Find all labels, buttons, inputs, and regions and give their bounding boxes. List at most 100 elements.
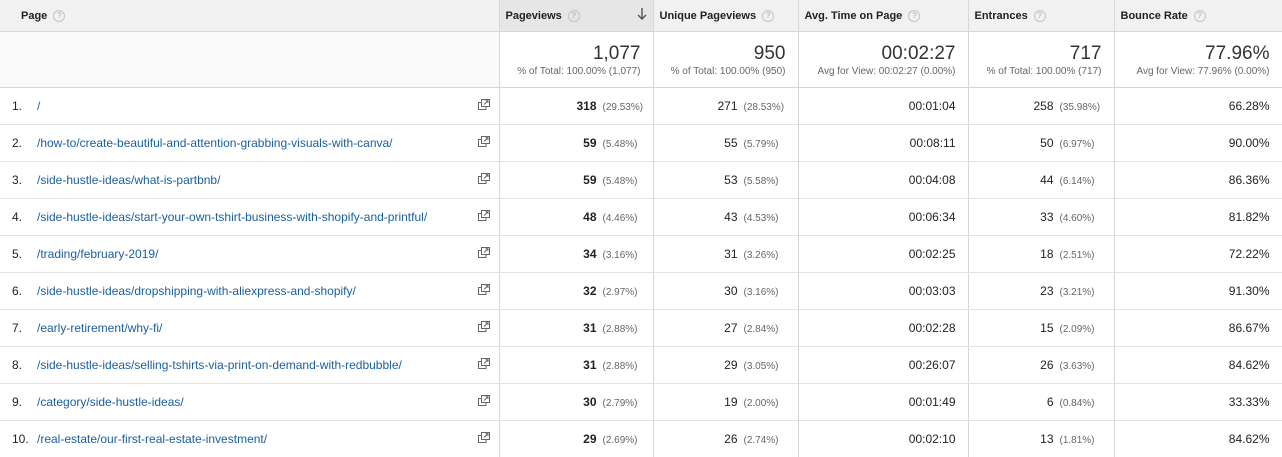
unique-pageviews-percent: (28.53%)	[744, 102, 786, 113]
bounce-rate-value: 33.33%	[1229, 395, 1270, 409]
pageviews-percent: (2.69%)	[603, 435, 645, 446]
entrances-cell: 6(0.84%)	[968, 384, 1114, 421]
pageviews-cell: 31(2.88%)	[499, 347, 653, 384]
table-row: 9./category/side-hustle-ideas/ 30(2.79%)…	[0, 384, 1282, 421]
row-number: 1.	[12, 99, 37, 113]
open-page-icon[interactable]	[478, 432, 490, 443]
page-cell: 5./trading/february-2019/	[0, 236, 499, 273]
page-link[interactable]: /category/side-hustle-ideas/	[37, 395, 184, 409]
unique-pageviews-cell: 43(4.53%)	[653, 199, 798, 236]
page-link[interactable]: /early-retirement/why-fi/	[37, 321, 162, 335]
open-page-icon[interactable]	[478, 99, 490, 110]
unique-pageviews-percent: (2.00%)	[744, 398, 786, 409]
totals-page-cell	[0, 32, 499, 88]
page-link[interactable]: /real-estate/our-first-real-estate-inves…	[37, 432, 267, 446]
pageviews-percent: (4.46%)	[603, 213, 645, 224]
page-link[interactable]: /side-hustle-ideas/what-is-partbnb/	[37, 173, 220, 187]
page-link[interactable]: /side-hustle-ideas/selling-tshirts-via-p…	[37, 358, 402, 372]
column-header-label: Unique Pageviews	[660, 10, 757, 22]
pageviews-value: 318	[576, 99, 596, 113]
totals-bounce-rate: 77.96% Avg for View: 77.96% (0.00%)	[1114, 32, 1282, 88]
open-page-icon[interactable]	[478, 321, 490, 332]
page-cell: 9./category/side-hustle-ideas/	[0, 384, 499, 421]
unique-pageviews-percent: (3.16%)	[744, 287, 786, 298]
entrances-cell: 23(3.21%)	[968, 273, 1114, 310]
pageviews-percent: (2.88%)	[603, 324, 645, 335]
unique-pageviews-cell: 29(3.05%)	[653, 347, 798, 384]
help-icon[interactable]: ?	[53, 10, 65, 22]
column-header-label: Page	[21, 10, 47, 22]
open-page-icon[interactable]	[478, 395, 490, 406]
pageviews-cell: 48(4.46%)	[499, 199, 653, 236]
entrances-cell: 33(4.60%)	[968, 199, 1114, 236]
column-header-unique-pageviews[interactable]: Unique Pageviews?	[653, 0, 798, 32]
unique-pageviews-value: 55	[724, 136, 737, 150]
help-icon[interactable]: ?	[1194, 10, 1206, 22]
bounce-rate-value: 86.36%	[1229, 173, 1270, 187]
row-number: 5.	[12, 247, 37, 261]
column-header-entrances[interactable]: Entrances?	[968, 0, 1114, 32]
entrances-percent: (3.21%)	[1060, 287, 1102, 298]
open-page-icon[interactable]	[478, 210, 490, 221]
open-page-icon[interactable]	[478, 358, 490, 369]
unique-pageviews-value: 26	[724, 432, 737, 446]
row-number: 6.	[12, 284, 37, 298]
open-page-icon[interactable]	[478, 173, 490, 184]
header-row: Page? Pageviews? Unique Pageviews? Avg. …	[0, 0, 1282, 32]
bounce-rate-cell: 90.00%	[1114, 125, 1282, 162]
page-link[interactable]: /trading/february-2019/	[37, 247, 158, 261]
bounce-rate-value: 91.30%	[1229, 284, 1270, 298]
bounce-rate-value: 90.00%	[1229, 136, 1270, 150]
column-header-label: Avg. Time on Page	[805, 10, 903, 22]
column-header-bounce-rate[interactable]: Bounce Rate?	[1114, 0, 1282, 32]
entrances-cell: 258(35.98%)	[968, 88, 1114, 125]
bounce-rate-value: 84.62%	[1229, 432, 1270, 446]
page-cell: 8./side-hustle-ideas/selling-tshirts-via…	[0, 347, 499, 384]
entrances-percent: (0.84%)	[1060, 398, 1102, 409]
totals-subtext: % of Total: 100.00% (1,077)	[506, 65, 641, 78]
avg-time-value: 00:02:10	[909, 432, 956, 446]
table-row: 2./how-to/create-beautiful-and-attention…	[0, 125, 1282, 162]
open-page-icon[interactable]	[478, 247, 490, 258]
pageviews-cell: 32(2.97%)	[499, 273, 653, 310]
page-link[interactable]: /side-hustle-ideas/dropshipping-with-ali…	[37, 284, 356, 298]
pageviews-percent: (5.48%)	[603, 176, 645, 187]
pageviews-cell: 30(2.79%)	[499, 384, 653, 421]
column-header-page[interactable]: Page?	[0, 0, 499, 32]
pageviews-cell: 59(5.48%)	[499, 125, 653, 162]
page-cell: 3./side-hustle-ideas/what-is-partbnb/	[0, 162, 499, 199]
bounce-rate-cell: 72.22%	[1114, 236, 1282, 273]
unique-pageviews-value: 27	[724, 321, 737, 335]
pageviews-percent: (3.16%)	[603, 250, 645, 261]
pageviews-value: 31	[583, 321, 596, 335]
unique-pageviews-value: 31	[724, 247, 737, 261]
pageviews-cell: 59(5.48%)	[499, 162, 653, 199]
entrances-percent: (2.09%)	[1060, 324, 1102, 335]
help-icon[interactable]: ?	[908, 10, 920, 22]
help-icon[interactable]: ?	[762, 10, 774, 22]
entrances-value: 26	[1040, 358, 1053, 372]
totals-unique-pageviews: 950 % of Total: 100.00% (950)	[653, 32, 798, 88]
page-link[interactable]: /side-hustle-ideas/start-your-own-tshirt…	[37, 210, 427, 224]
pageviews-cell: 31 (2.88%)	[499, 310, 653, 347]
sort-descending-icon[interactable]	[637, 7, 647, 21]
column-header-avg-time-on-page[interactable]: Avg. Time on Page?	[798, 0, 968, 32]
entrances-percent: (4.60%)	[1060, 213, 1102, 224]
help-icon[interactable]: ?	[568, 10, 580, 22]
page-link[interactable]: /how-to/create-beautiful-and-attention-g…	[37, 136, 393, 150]
page-cell: 7./early-retirement/why-fi/	[0, 310, 499, 347]
totals-value: 950	[660, 43, 786, 65]
page-link[interactable]: /	[37, 99, 40, 113]
avg-time-value: 00:02:25	[909, 247, 956, 261]
totals-subtext: % of Total: 100.00% (717)	[975, 65, 1102, 78]
open-page-icon[interactable]	[478, 136, 490, 147]
entrances-cell: 50(6.97%)	[968, 125, 1114, 162]
help-icon[interactable]: ?	[1034, 10, 1046, 22]
bounce-rate-cell: 81.82%	[1114, 199, 1282, 236]
bounce-rate-value: 72.22%	[1229, 247, 1270, 261]
entrances-percent: (35.98%)	[1060, 102, 1102, 113]
column-header-pageviews[interactable]: Pageviews?	[499, 0, 653, 32]
open-page-icon[interactable]	[478, 284, 490, 295]
row-number: 10.	[12, 432, 37, 446]
totals-subtext: % of Total: 100.00% (950)	[660, 65, 786, 78]
